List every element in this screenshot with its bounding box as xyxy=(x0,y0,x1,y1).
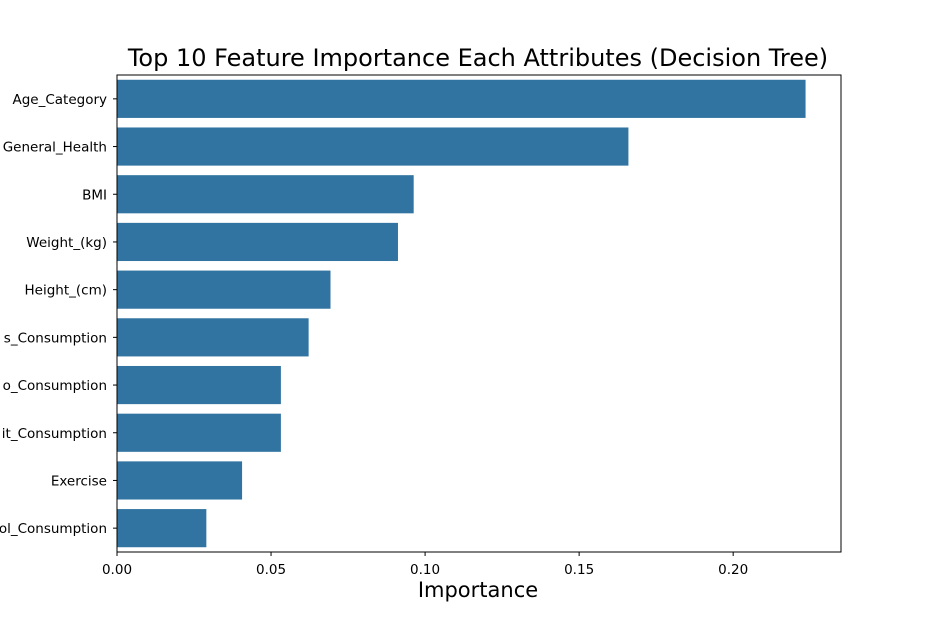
y-axis: Age_Category General_Health BMI Weight_(kg)… xyxy=(0,92,117,537)
y-tick-label-9: Exercise xyxy=(51,473,107,489)
y-tick-label-5: Height_(cm) xyxy=(25,283,107,299)
y-tick-label-8: it_Consumption xyxy=(2,426,107,442)
bar-4 xyxy=(117,222,398,262)
y-tick-label-2: General_Health xyxy=(3,140,107,156)
bar-9 xyxy=(117,461,243,500)
x-tick-label-4: 0.15 xyxy=(564,562,594,578)
y-tick-label-7: o_Consumption xyxy=(3,378,107,394)
y-tick-label-4: Weight_(kg) xyxy=(26,235,107,251)
bar-2 xyxy=(117,127,629,166)
x-tick-label-3: 0.10 xyxy=(410,562,440,578)
x-tick-label-1: 0.00 xyxy=(102,562,132,578)
bar-6 xyxy=(117,318,309,357)
bar-5 xyxy=(117,270,331,309)
bar-7 xyxy=(117,365,281,405)
y-tick-label-3: BMI xyxy=(82,187,107,203)
bar-3 xyxy=(117,175,414,214)
y-tick-label-6: s_Consumption xyxy=(4,330,107,346)
y-tick-label-10: ol_Consumption xyxy=(0,521,107,537)
y-tick-label-1: Age_Category xyxy=(12,92,107,108)
x-axis: 0.00 0.05 0.10 0.15 0.20 xyxy=(102,552,748,578)
x-tick-label-2: 0.05 xyxy=(256,562,286,578)
plot-frame xyxy=(116,74,842,553)
bars-group xyxy=(117,79,806,548)
bar-1 xyxy=(117,79,806,118)
bar-8 xyxy=(117,413,281,452)
chart-title: Top 10 Feature Importance Each Attribute… xyxy=(127,44,828,72)
bar-10 xyxy=(117,509,207,548)
x-tick-label-5: 0.20 xyxy=(718,562,748,578)
x-axis-label: Importance xyxy=(418,578,538,602)
